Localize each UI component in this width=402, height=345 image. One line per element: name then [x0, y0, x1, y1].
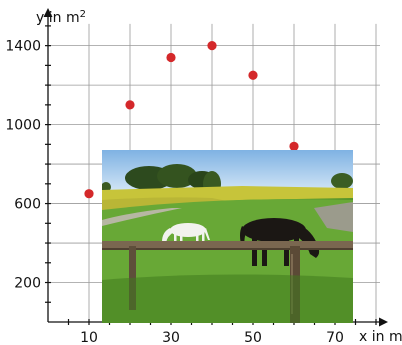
pasture-photo [102, 150, 353, 323]
y-tick-label: 600 [14, 197, 41, 213]
x-tick-label: 10 [80, 330, 98, 345]
data-point [166, 52, 176, 63]
x-tick-label: 30 [162, 330, 180, 345]
x-axis-arrow [379, 317, 388, 327]
x-axis-label: x in m [359, 329, 402, 345]
data-point [248, 70, 258, 80]
y-tick-label: 200 [14, 276, 41, 292]
data-point [125, 100, 135, 110]
data-point [207, 41, 217, 51]
tick-labels: 10 30 50 70 200 600 1000 1400 [5, 39, 344, 345]
y-axis-arrow [43, 8, 53, 17]
y-tick-label: 1000 [5, 118, 41, 134]
data-points [84, 41, 299, 199]
x-tick-label: 70 [326, 330, 344, 345]
data-point [84, 189, 94, 199]
data-point [289, 141, 299, 151]
x-tick-label: 50 [244, 330, 262, 345]
y-axis-label: y in m2 [36, 9, 86, 26]
y-tick-label: 1400 [5, 39, 41, 55]
